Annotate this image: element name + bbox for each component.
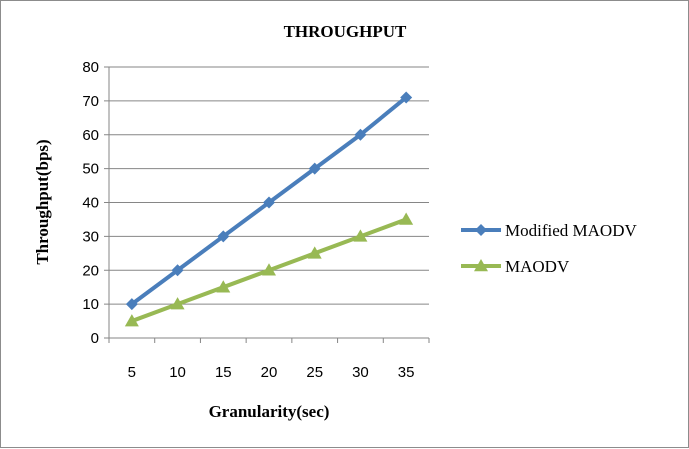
y-tick-label: 70 [82,93,99,110]
y-tick-label: 40 [82,195,99,212]
x-tick-label: 5 [128,364,136,381]
data-point [171,264,184,277]
series-2 [124,212,414,327]
y-tick-label: 30 [82,228,99,245]
x-axis-title: Granularity(sec) [209,402,330,421]
legend: Modified MAODV MAODV [461,221,637,276]
data-point [308,162,321,175]
axes [104,66,430,343]
x-tick-label: 10 [169,364,186,381]
data-point [307,246,322,259]
x-tick-label: 30 [352,364,369,381]
series [124,91,414,327]
data-point [170,297,185,310]
x-tick-label: 20 [261,364,278,381]
chart-title: THROUGHPUT [284,22,407,41]
gridlines [109,66,429,305]
data-point [217,230,230,243]
x-tick-label: 35 [398,364,415,381]
data-point [354,128,367,141]
y-tick-label: 80 [82,59,99,76]
legend-item: Modified MAODV [461,221,637,240]
legend-label: MAODV [505,257,570,276]
y-axis-title: Throughput(bps) [33,139,52,264]
y-tick-label: 10 [82,296,99,313]
x-tick-label: 25 [306,364,323,381]
data-point [125,298,138,311]
data-point [399,212,414,225]
data-point [216,280,231,293]
y-tick-label: 50 [82,161,99,178]
data-point [262,263,276,276]
legend-label: Modified MAODV [505,221,637,240]
legend-marker [475,224,487,236]
y-tick-label: 0 [91,330,99,347]
y-tick-labels: 0 10 20 30 40 50 60 70 80 [82,59,99,347]
y-tick-label: 60 [82,127,99,144]
data-point [400,91,413,104]
legend-marker [474,259,488,272]
legend-item: MAODV [461,257,570,276]
y-tick-label: 20 [82,262,99,279]
x-tick-label: 15 [215,364,232,381]
x-tick-labels: 5 10 15 20 25 30 35 [128,364,415,381]
data-point [353,229,368,242]
data-point [263,196,275,209]
data-point [124,314,139,327]
series-1 [125,91,413,311]
